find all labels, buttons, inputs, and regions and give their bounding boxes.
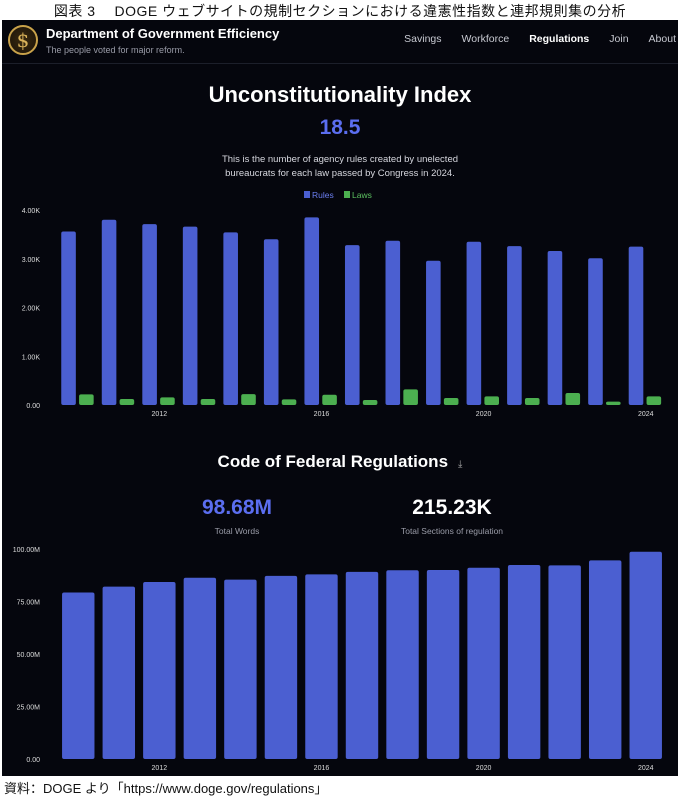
nav-workforce[interactable]: Workforce: [461, 33, 510, 45]
bar-total-words: [467, 567, 500, 759]
bar-rules: [142, 224, 157, 405]
bar-rules: [304, 217, 320, 405]
bar-laws: [565, 393, 581, 405]
bar-total-words: [102, 586, 136, 759]
nav-join[interactable]: Join: [609, 33, 629, 45]
bar-laws: [484, 396, 500, 405]
site-tagline: The people voted for major reform.: [46, 45, 185, 55]
y-tick-label: 4.00K: [22, 208, 41, 215]
x-tick-label: 2016: [314, 765, 330, 772]
figure-caption: 図表 3 DOGE ウェブサイトの規制セクションにおける違憲性指数と連邦規則集の…: [53, 3, 627, 19]
nav-about[interactable]: About: [648, 33, 676, 45]
x-tick-label: 2020: [476, 765, 492, 772]
bar-total-words: [386, 570, 419, 759]
bar-laws: [79, 394, 94, 405]
bar-rules: [547, 250, 563, 405]
y-tick-label: 3.00K: [22, 257, 41, 264]
bar-total-words: [264, 575, 298, 759]
legend-swatch-laws: [344, 191, 350, 198]
stat-total-sections: 215.23K Total Sections of regulation: [362, 496, 542, 536]
figure-source: 資料：DOGE より「https://www.doge.gov/regulati…: [4, 781, 328, 796]
bar-rules: [263, 239, 279, 405]
stat-total-words: 98.68M Total Words: [152, 496, 322, 536]
site-title[interactable]: Department of Government Efficiency: [46, 26, 280, 41]
y-tick-label: 50.00M: [17, 652, 41, 659]
bar-total-words: [183, 577, 217, 759]
x-tick-label: 2012: [152, 411, 168, 418]
sections-label: Total Sections of regulation: [400, 526, 504, 536]
bar-laws: [119, 399, 135, 405]
index-value: 18.5: [319, 116, 361, 139]
x-tick-label: 2012: [152, 765, 168, 772]
x-tick-label: 2024: [638, 411, 654, 418]
bar-laws: [241, 394, 256, 405]
bar-rules: [101, 219, 117, 405]
bar-laws: [281, 399, 297, 405]
bar-rules: [628, 246, 644, 405]
x-tick-label: 2016: [314, 411, 330, 418]
bar-rules: [344, 245, 360, 405]
bar-rules: [426, 260, 441, 405]
bar-rules: [385, 240, 401, 405]
cfr-title-text: Code of Federal Regulations: [217, 452, 449, 471]
dollar-seal-icon[interactable]: $: [8, 25, 38, 55]
bar-total-words: [426, 570, 460, 759]
legend-label-laws: Laws: [352, 190, 372, 200]
legend-label-rules: Rules: [312, 190, 334, 200]
main-nav: Savings Workforce Regulations Join About: [404, 33, 676, 45]
bar-total-words: [62, 592, 95, 759]
bar-rules: [61, 231, 76, 405]
desc-line-1: This is the number of agency rules creat…: [221, 154, 459, 165]
cfr-words-chart: 0.00 25.00M 50.00M 75.00M 100.00M 2012 2016 202…: [13, 547, 662, 772]
bar-laws: [443, 398, 459, 405]
x-tick-label: 2020: [476, 411, 492, 418]
x-tick-label: 2024: [638, 765, 654, 772]
bar-rules: [466, 241, 482, 405]
desc-line-2: bureaucrats for each law passed by Congr…: [225, 168, 455, 179]
y-tick-label: 2.00K: [22, 306, 41, 313]
words-label: Total Words: [214, 526, 260, 536]
bar-laws: [322, 394, 337, 405]
nav-savings[interactable]: Savings: [404, 33, 442, 45]
legend-swatch-rules: [304, 191, 310, 198]
bar-laws: [524, 398, 540, 405]
bar-total-words: [143, 581, 176, 759]
rules-laws-chart: 0.00 1.00K 2.00K 3.00K 4.00K 2012 2016 2020 2024…: [22, 190, 662, 418]
doge-regulations-page: $ Department of Government Efficiency Th…: [2, 20, 678, 776]
y-tick-label: 25.00M: [17, 705, 41, 712]
bar-total-words: [507, 564, 541, 759]
nav-regulations[interactable]: Regulations: [529, 33, 590, 45]
bar-rules: [588, 258, 603, 405]
y-tick-label: 75.00M: [17, 600, 41, 607]
words-value: 98.68M: [201, 496, 273, 519]
cfr-title: Code of Federal Regulations ⤓: [2, 452, 678, 472]
bar-total-words: [548, 565, 581, 759]
y-tick-label: 0.00: [26, 403, 40, 410]
y-tick-label: 0.00: [26, 757, 40, 764]
bar-total-words: [629, 551, 662, 759]
bar-laws: [646, 396, 662, 405]
bar-total-words: [588, 560, 622, 759]
sections-value: 215.23K: [412, 496, 492, 519]
y-tick-label: 100.00M: [13, 547, 40, 554]
bar-laws: [606, 401, 621, 405]
index-title: Unconstitutionality Index: [208, 82, 472, 107]
bar-total-words: [305, 574, 338, 759]
bar-total-words: [224, 579, 257, 759]
bar-total-words: [345, 571, 379, 759]
site-header: $ Department of Government Efficiency Th…: [2, 20, 678, 64]
bar-laws: [403, 389, 418, 405]
bar-rules: [223, 232, 238, 405]
bar-rules: [507, 246, 522, 405]
bar-rules: [182, 226, 198, 405]
bar-laws: [362, 400, 378, 405]
bar-laws: [160, 397, 175, 405]
download-icon[interactable]: ⤓: [458, 459, 463, 470]
y-tick-label: 1.00K: [22, 354, 41, 361]
index-description: This is the number of agency rules creat…: [2, 153, 678, 181]
bar-laws: [200, 399, 216, 405]
